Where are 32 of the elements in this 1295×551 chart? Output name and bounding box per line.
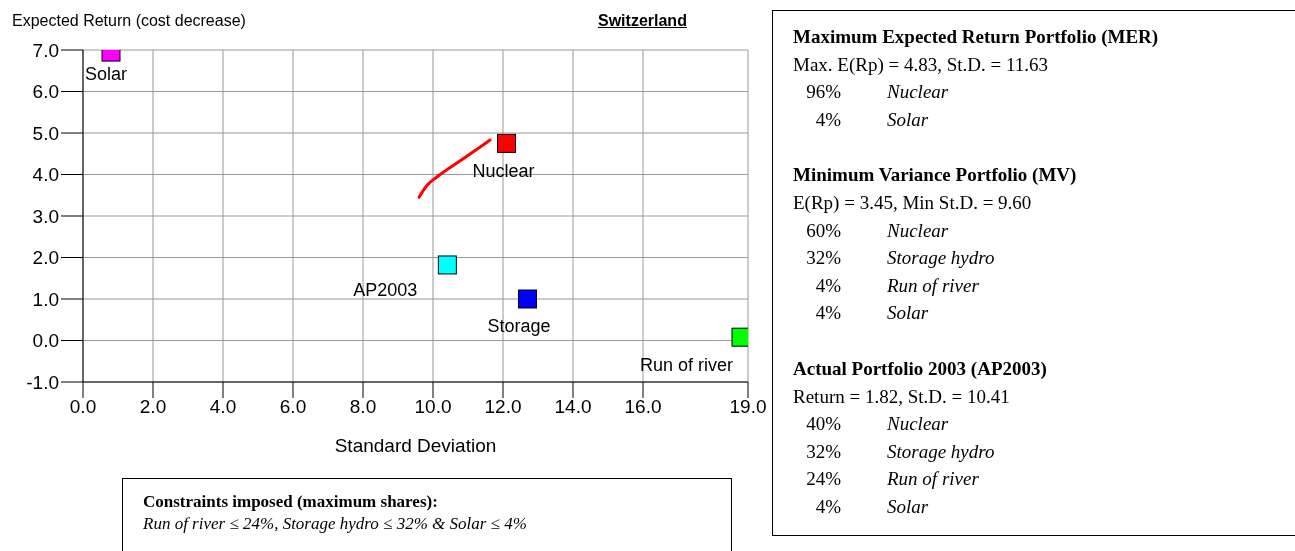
point — [731, 327, 748, 347]
x-tick-label: 6.0 — [279, 396, 307, 418]
point — [437, 255, 457, 275]
y-tick-label: 2.0 — [32, 247, 59, 269]
x-axis-title: Standard Deviation — [334, 435, 497, 456]
constraints-box: Constraints imposed (maximum shares): Run of river ≤ 24%, Storage hydro ≤ 32% & Solar ≤ 4% — [122, 478, 732, 551]
series-label: Nuclear — [472, 160, 535, 181]
series-label: AP2003 — [353, 280, 418, 301]
x-tick-label: 0.0 — [69, 396, 97, 418]
y-axis-title: Expected Return (cost decrease) — [12, 12, 246, 30]
chart-title: Switzerland — [598, 12, 687, 30]
x-tick-label: 16.0 — [624, 396, 662, 418]
x-tick-label: 19.0 — [729, 396, 767, 418]
y-tick-label: 1.0 — [32, 288, 59, 310]
legend-label: Solar — [85, 63, 128, 84]
y-tick-label: 5.0 — [32, 122, 59, 144]
point — [518, 289, 537, 309]
x-tick-label: 12.0 — [484, 396, 522, 418]
y-tick-label: 4.0 — [32, 164, 59, 186]
x-tick-label: 10.0 — [414, 396, 452, 418]
y-tick-label: -1.0 — [26, 371, 59, 393]
y-tick-label: 0.0 — [32, 330, 59, 352]
portfolio-box: Maximum Expected Return Portfolio (MER) Max. E(Rp) = 4.83, St.D. = 11.63 96% Nuclear 4% Solar Minimum Variance Portfolio (MV) E(Rp) = 3.45, Min St.D. = 9.60 60% Nuclear 32% Storage hydro 4% Run of river 4% Solar Actual Portfolio 2003 (AP2003) Return = 1.82, St.D. = 10.41 40% Nuclear 32% Storage hydro 24% Run of river 4% Solar — [772, 10, 1295, 536]
x-tick-label: 4.0 — [209, 396, 237, 418]
y-tick-label: 6.0 — [32, 81, 59, 103]
x-tick-label: 8.0 — [349, 396, 377, 418]
series-label: Storage — [487, 316, 551, 337]
y-tick-label: 3.0 — [32, 205, 59, 227]
y-tick-label: 7.0 — [32, 39, 59, 61]
x-tick-label: 14.0 — [554, 396, 592, 418]
series-label: Run of river — [639, 354, 733, 375]
x-tick-label: 2.0 — [139, 396, 167, 418]
